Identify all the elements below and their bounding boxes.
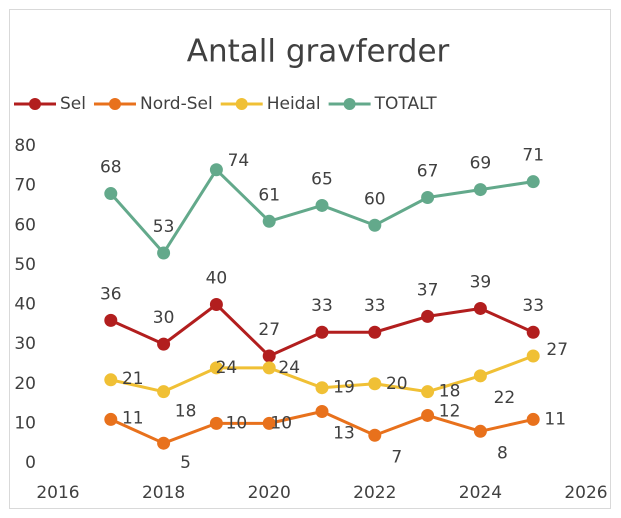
data-label: 61 <box>258 185 280 205</box>
data-point <box>104 412 118 426</box>
legend-label: Sel <box>60 94 86 114</box>
legend-marker <box>29 98 41 110</box>
data-point <box>526 349 540 363</box>
data-label: 27 <box>546 340 568 360</box>
data-label: 7 <box>391 447 402 467</box>
data-label: 53 <box>153 217 175 237</box>
legend-marker <box>108 98 121 110</box>
data-point <box>157 385 171 399</box>
data-label: 33 <box>364 296 386 316</box>
y-tick-label: 80 <box>14 136 36 156</box>
y-tick-label: 70 <box>14 176 36 196</box>
legend-label: Nord-Sel <box>140 94 213 114</box>
x-tick-label: 2022 <box>353 483 396 503</box>
data-label: 71 <box>522 146 544 166</box>
data-label: 24 <box>216 358 238 378</box>
data-label: 67 <box>417 162 439 182</box>
data-label: 40 <box>206 269 228 289</box>
data-point <box>262 361 276 375</box>
data-point <box>315 404 329 418</box>
data-label: 24 <box>278 358 300 378</box>
data-label: 5 <box>180 453 191 473</box>
data-point <box>526 325 540 339</box>
data-point <box>421 385 435 399</box>
data-point <box>368 428 382 442</box>
data-label: 12 <box>439 401 461 421</box>
data-label: 13 <box>333 423 355 443</box>
data-point <box>368 325 382 339</box>
legend-marker <box>343 98 356 110</box>
data-point <box>315 325 329 339</box>
data-label: 33 <box>311 296 333 316</box>
data-point <box>421 408 435 422</box>
data-label: 18 <box>439 382 461 402</box>
y-tick-label: 50 <box>14 255 36 275</box>
data-label: 60 <box>364 189 386 209</box>
y-tick-label: 40 <box>14 295 36 315</box>
data-label: 20 <box>386 374 408 394</box>
data-label: 30 <box>153 308 175 328</box>
y-tick-label: 0 <box>25 453 36 473</box>
data-point <box>262 349 276 363</box>
y-tick-label: 30 <box>14 334 36 354</box>
legend-label: Heidal <box>267 94 321 114</box>
chart-title: Antall gravferder <box>187 34 450 70</box>
data-label: 39 <box>470 272 492 292</box>
y-tick-label: 10 <box>14 413 36 433</box>
data-label: 69 <box>470 154 492 174</box>
data-label: 18 <box>175 402 197 422</box>
data-point <box>473 183 487 197</box>
x-tick-label: 2016 <box>36 483 79 503</box>
data-point <box>421 309 435 323</box>
data-label: 36 <box>100 284 122 304</box>
data-label: 8 <box>497 443 508 463</box>
data-label: 10 <box>226 413 248 433</box>
data-point <box>315 198 329 212</box>
data-label: 37 <box>417 280 439 300</box>
legend-marker <box>235 98 248 110</box>
data-point <box>104 187 118 201</box>
x-tick-label: 2018 <box>142 483 185 503</box>
y-tick-label: 60 <box>14 215 36 235</box>
data-point <box>157 337 171 351</box>
data-point <box>421 191 435 205</box>
data-label: 22 <box>494 388 516 408</box>
data-point <box>473 369 487 383</box>
data-point <box>209 416 223 430</box>
data-label: 11 <box>544 409 566 429</box>
chart-border <box>9 9 611 509</box>
data-point <box>104 373 118 387</box>
data-point <box>526 412 540 426</box>
data-point <box>209 298 223 311</box>
data-label: 19 <box>333 378 355 398</box>
data-point <box>315 381 329 395</box>
data-point <box>104 313 118 327</box>
data-point <box>473 301 487 315</box>
data-point <box>473 424 487 438</box>
data-label: 10 <box>270 413 292 433</box>
data-point <box>368 377 382 391</box>
y-tick-label: 20 <box>14 374 36 394</box>
data-point <box>262 416 276 430</box>
data-label: 68 <box>100 158 122 178</box>
x-tick-label: 2026 <box>564 483 607 503</box>
data-label: 65 <box>311 169 333 189</box>
data-label: 21 <box>122 369 144 389</box>
data-label: 74 <box>228 151 250 171</box>
data-point <box>368 218 382 232</box>
data-label: 27 <box>258 320 280 340</box>
data-label: 11 <box>122 408 144 428</box>
data-point <box>262 214 276 228</box>
data-label: 33 <box>522 296 544 316</box>
data-point <box>209 361 223 375</box>
data-point <box>157 246 171 260</box>
data-point <box>526 175 540 189</box>
data-point <box>157 436 171 450</box>
x-tick-label: 2020 <box>248 483 291 503</box>
data-point <box>209 163 223 177</box>
legend-label: TOTALT <box>374 94 438 114</box>
x-tick-label: 2024 <box>459 483 502 503</box>
